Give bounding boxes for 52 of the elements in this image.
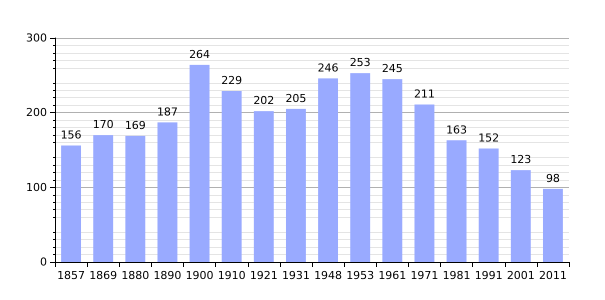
y-tick-label: 200	[26, 106, 47, 120]
x-tick-label: 1910	[218, 269, 246, 282]
data-label: 170	[92, 118, 114, 132]
x-tick-label: 1971	[410, 269, 438, 282]
data-label: 98	[546, 172, 560, 185]
y-tick-label: 100	[26, 180, 47, 194]
data-label: 156	[60, 128, 82, 142]
bar	[478, 148, 499, 262]
bar	[446, 140, 467, 262]
x-tick-label: 2001	[506, 269, 535, 282]
data-label: 229	[221, 74, 242, 88]
bar	[222, 91, 242, 262]
data-label: 245	[382, 62, 403, 76]
x-tick-label: 1869	[89, 269, 118, 282]
x-tick-label: 1890	[153, 269, 182, 282]
bar	[510, 170, 531, 262]
data-label: 163	[446, 123, 468, 136]
x-tick-label: 1953	[346, 269, 374, 282]
data-label: 152	[478, 132, 500, 145]
x-tick-label: 1948	[314, 269, 342, 282]
bar	[286, 108, 306, 262]
data-label: 253	[350, 56, 371, 70]
bar	[93, 135, 114, 262]
data-label: 264	[189, 48, 210, 61]
data-label: 123	[510, 153, 532, 166]
y-tick-label: 0	[40, 256, 47, 268]
bar	[414, 104, 434, 262]
bar	[318, 78, 338, 262]
x-tick-label: 1857	[57, 269, 86, 282]
bar	[125, 136, 146, 262]
x-tick-label: 1931	[282, 269, 310, 282]
x-tick-label: 1991	[474, 269, 503, 282]
bar	[157, 122, 178, 262]
data-label: 205	[285, 92, 306, 105]
bar	[190, 64, 210, 262]
data-label: 202	[253, 94, 274, 108]
data-label: 211	[414, 87, 435, 100]
x-tick-label: 1981	[442, 269, 471, 282]
x-tick-label: 1900	[186, 269, 214, 282]
x-tick-label: 1921	[250, 269, 278, 282]
bar	[61, 146, 82, 262]
x-tick-label: 2011	[538, 269, 567, 282]
data-label: 169	[124, 118, 146, 132]
bar	[350, 73, 370, 262]
x-tick-label: 1961	[378, 269, 406, 282]
x-tick-label: 1880	[121, 269, 150, 282]
y-tick-label: 300	[26, 32, 47, 44]
bar	[542, 188, 563, 262]
bar	[254, 111, 274, 262]
bar	[382, 79, 402, 262]
data-label: 246	[318, 61, 339, 74]
data-label: 187	[156, 105, 178, 118]
